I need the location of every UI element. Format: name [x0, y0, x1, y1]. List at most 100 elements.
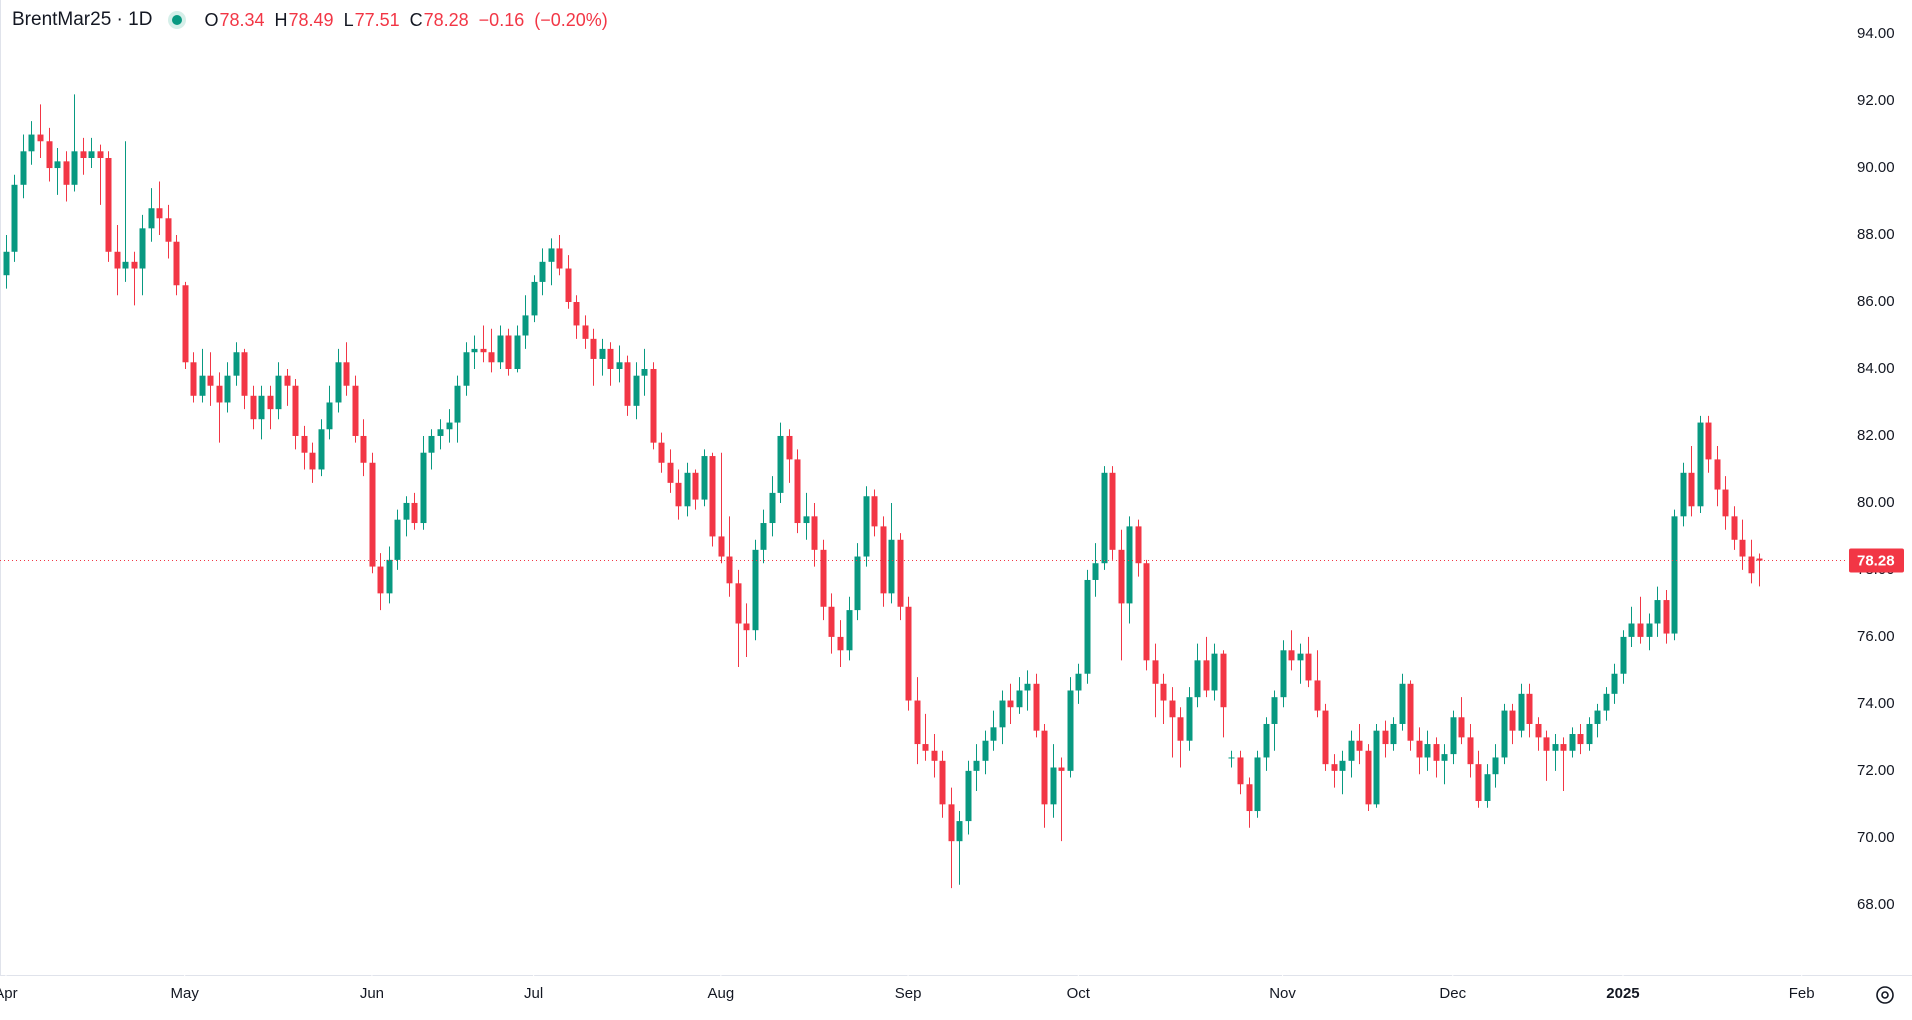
candle-body — [369, 462, 376, 567]
candle-body — [63, 161, 70, 185]
candle-body — [820, 549, 827, 607]
candle-body — [37, 134, 44, 142]
low-value: 77.51 — [354, 9, 400, 30]
candle-body — [1722, 489, 1729, 517]
candle-body — [709, 456, 716, 537]
open-label: O — [204, 9, 219, 30]
settings-gear[interactable] — [1876, 986, 1894, 1004]
candle-body — [590, 338, 597, 359]
candle-body — [173, 241, 180, 286]
candle-body — [80, 151, 87, 159]
candle-body — [3, 251, 10, 276]
settings-icon[interactable] — [1876, 986, 1894, 1004]
candle-body — [1271, 697, 1278, 724]
candle-body — [207, 375, 214, 386]
candle-body — [1577, 734, 1584, 745]
candle-body — [1603, 693, 1610, 711]
x-tick-label: Oct — [1067, 985, 1091, 1002]
candle-body — [1475, 764, 1482, 801]
candle-body — [1135, 526, 1142, 564]
candle-body — [701, 456, 708, 500]
candle-body — [1518, 693, 1525, 731]
candle-body — [1177, 717, 1184, 741]
candle-body — [1228, 757, 1235, 759]
candle-body — [1433, 744, 1440, 761]
candle-body — [990, 727, 997, 741]
candle-body — [667, 462, 674, 483]
candle-body — [292, 385, 299, 436]
y-tick-label: 90.00 — [1857, 159, 1895, 176]
candle-body — [1620, 636, 1627, 674]
candle-body — [1220, 653, 1227, 708]
y-tick-label: 84.00 — [1857, 360, 1895, 377]
candle-body — [488, 352, 495, 363]
candle-body — [871, 496, 878, 527]
candle-body — [1297, 653, 1304, 661]
candle-body — [573, 302, 580, 326]
candle-body — [641, 368, 648, 376]
candle-body — [1356, 740, 1363, 751]
candle-body — [1390, 723, 1397, 745]
candle-body — [726, 556, 733, 584]
last-price-tag — [1849, 548, 1904, 573]
candle-body — [1458, 717, 1465, 738]
candle-body — [1101, 472, 1108, 564]
candle-body — [1314, 680, 1321, 711]
candle-body — [224, 375, 231, 403]
candle-body — [599, 348, 606, 359]
close-label: C — [409, 9, 423, 30]
candle-body — [1033, 683, 1040, 731]
candle-body — [71, 151, 78, 185]
candle-body — [394, 519, 401, 560]
candle-body — [428, 435, 435, 453]
candle-body — [139, 228, 146, 269]
candle-body — [1399, 683, 1406, 724]
candle-body — [1680, 472, 1687, 517]
x-tick-label: 2025 — [1606, 985, 1639, 1002]
candle-body — [1697, 422, 1704, 507]
candle-body — [650, 368, 657, 443]
symbol[interactable]: BrentMar25 · 1D — [12, 9, 153, 30]
candle-body — [760, 523, 767, 550]
y-tick-label: 70.00 — [1857, 829, 1895, 846]
y-tick-label: 82.00 — [1857, 427, 1895, 444]
candle-body — [1067, 690, 1074, 771]
candle-body — [46, 141, 53, 169]
candle-body — [352, 385, 359, 436]
y-tick-label: 74.00 — [1857, 695, 1895, 712]
candle-body — [1169, 700, 1176, 718]
candle-body — [1365, 750, 1372, 805]
candle-body — [539, 261, 546, 282]
candle-body — [1492, 757, 1499, 775]
candle-body — [1382, 730, 1389, 745]
candle-body — [463, 352, 470, 386]
candle-body — [1756, 558, 1763, 561]
candle-body — [1611, 673, 1618, 694]
x-tick-label: Apr — [0, 985, 18, 1002]
candle-body — [258, 395, 265, 420]
y-tick-label: 68.00 — [1857, 896, 1895, 913]
candle-body — [11, 184, 18, 252]
candle-body — [1407, 683, 1414, 741]
candle-body — [20, 151, 27, 185]
candle-body — [54, 161, 61, 169]
candle-body — [411, 502, 418, 524]
candle-body — [1416, 740, 1423, 758]
candle-body — [1211, 653, 1218, 691]
candle-body — [897, 539, 904, 607]
candle-body — [1152, 660, 1159, 684]
candle-body — [165, 218, 172, 242]
candle-body — [122, 261, 129, 269]
candle-body — [1143, 563, 1150, 661]
candle-body — [735, 583, 742, 624]
candle-body — [548, 248, 555, 262]
high-label: H — [274, 9, 288, 30]
candles — [3, 94, 1763, 889]
candle-body — [752, 549, 759, 631]
candle-body — [437, 429, 444, 436]
candle-body — [1739, 539, 1746, 557]
candle-body — [1484, 774, 1491, 801]
settings-hub[interactable] — [1881, 991, 1889, 999]
candle-body — [216, 385, 223, 403]
